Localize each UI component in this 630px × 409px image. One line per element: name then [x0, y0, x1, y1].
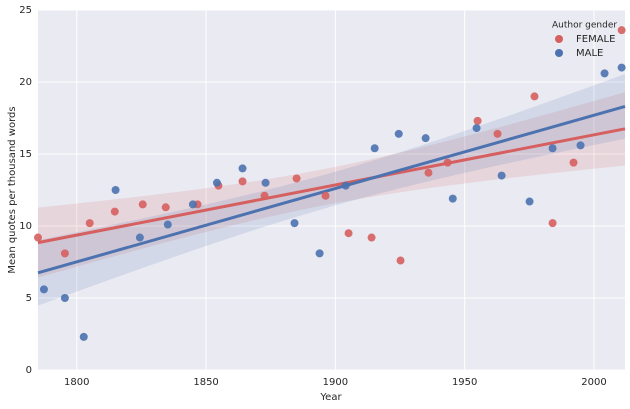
scatter-point: [576, 141, 585, 150]
scatter-point: [60, 249, 69, 258]
scatter-point: [135, 233, 144, 242]
scatter-point: [617, 26, 626, 35]
scatter-point: [60, 294, 69, 302]
y-tick-label: 25: [19, 5, 32, 16]
scatter-point: [493, 129, 502, 138]
scatter-point: [424, 168, 433, 177]
scatter-point: [161, 203, 170, 212]
scatter-point: [85, 219, 94, 228]
scatter-point: [315, 249, 324, 258]
scatter-point: [110, 207, 119, 216]
scatter-point: [617, 63, 626, 72]
scatter-point: [163, 220, 172, 229]
x-axis-label: Year: [319, 392, 342, 403]
scatter-point: [260, 191, 269, 200]
scatter-point: [344, 229, 353, 238]
scatter-point: [79, 332, 88, 341]
scatter-point: [600, 69, 609, 78]
x-tick-label: 1800: [64, 377, 89, 388]
scatter-point: [321, 191, 330, 200]
scatter-point: [292, 174, 301, 183]
scatter-point: [525, 197, 534, 206]
scatter-point: [394, 129, 403, 138]
regression-line: [37, 104, 626, 275]
scatter-point: [548, 144, 557, 153]
x-tick-label: 1950: [452, 377, 477, 388]
scatter-point: [138, 200, 147, 209]
x-tick-label: 1850: [193, 377, 218, 388]
scatter-point: [443, 158, 452, 167]
scatter-point: [548, 219, 557, 228]
scatter-point: [530, 92, 539, 101]
legend-marker: [555, 49, 563, 57]
x-tick-label: 2000: [581, 377, 606, 388]
y-tick-label: 10: [19, 221, 32, 232]
scatter-point: [238, 164, 247, 173]
scatter-point: [39, 285, 48, 294]
scatter-point: [472, 124, 481, 133]
scatter-point: [367, 233, 376, 242]
y-tick-label: 15: [19, 149, 32, 160]
scatter-point: [188, 200, 197, 209]
scatter-point: [569, 158, 578, 167]
scatter-point: [212, 178, 221, 187]
regression-line: [37, 127, 626, 245]
y-tick-label: 0: [26, 365, 32, 376]
scatter-point: [238, 177, 247, 186]
y-tick-label: 20: [19, 77, 32, 88]
scatter-point: [421, 134, 430, 143]
y-tick-label: 5: [26, 293, 32, 304]
scatter-point: [341, 181, 350, 190]
scatter-point: [111, 186, 120, 194]
scatter-point: [261, 178, 270, 187]
scatter-point: [473, 116, 482, 125]
scatter-point: [370, 144, 379, 153]
scatter-point: [497, 171, 506, 180]
legend-label: MALE: [576, 48, 603, 59]
scatter-point: [290, 219, 299, 228]
scatter-point: [34, 233, 42, 242]
legend-label: FEMALE: [576, 34, 615, 45]
y-axis-label: Mean quotes per thousand words: [7, 106, 18, 273]
scatter-point: [448, 194, 457, 203]
scatter-point: [396, 256, 405, 265]
legend-marker: [555, 35, 563, 43]
legend-title: Author gender: [552, 21, 617, 31]
x-tick-label: 1900: [323, 377, 348, 388]
